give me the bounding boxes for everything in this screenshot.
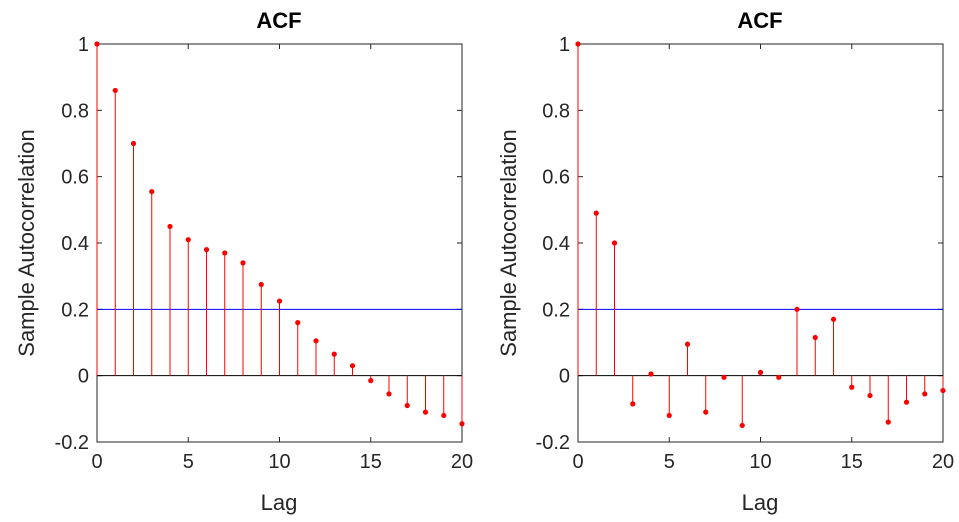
y-tick-label: -0.2 [55,432,89,454]
x-tick-label: 0 [91,451,102,473]
acf-marker [94,41,100,47]
acf-marker [313,338,319,344]
acf-marker [240,260,246,266]
acf-marker [940,387,946,394]
acf-marker [349,363,356,369]
x-tick-label: 5 [664,451,675,473]
acf-marker [593,210,599,216]
acf-marker [922,391,928,397]
acf-marker [739,422,745,429]
acf-panel-left: ACF Lag Sample Autocorrelation 0 5 10 15 201… [14,8,473,515]
acf-marker [422,409,429,415]
y-tick-label: 0.6 [61,167,89,189]
acf-marker [368,378,374,384]
y-tick-label: 1 [559,34,570,56]
x-tick-label: 5 [183,451,194,473]
acf-marker [648,371,654,377]
acf-marker [611,240,618,246]
acf-marker [203,247,210,253]
acf-marker [295,320,301,326]
acf-marker [830,316,837,322]
chart-title: ACF [256,8,301,33]
acf-marker [885,419,891,425]
x-axis-label: Lag [742,490,779,515]
y-tick-label: 0.2 [542,299,570,321]
x-tick-label: 15 [360,451,382,473]
y-tick-label: -0.2 [536,432,570,454]
acf-marker [794,306,800,312]
acf-marker [630,401,636,407]
acf-marker [812,334,818,341]
acf-marker [404,402,410,409]
acf-marker [331,351,337,357]
acf-marker [258,281,264,288]
acf-marker [167,223,173,230]
y-tick-label: 0.2 [61,299,89,321]
y-axis-label: Sample Autocorrelation [14,129,39,356]
acf-marker [903,399,910,405]
acf-marker [867,392,873,399]
x-tick-label: 15 [841,451,863,473]
y-tick-label: 0 [559,366,570,388]
acf-marker [721,374,727,380]
acf-marker [441,412,447,419]
acf-marker [849,384,855,390]
x-axis-label: Lag [261,490,298,515]
x-tick-label: 0 [572,451,583,473]
x-tick-label: 10 [749,451,771,473]
acf-marker [684,341,691,347]
y-tick-label: 1 [78,34,89,56]
acf-marker [386,391,392,397]
y-tick-label: 0.6 [542,167,570,189]
chart-title: ACF [737,8,782,33]
y-axis-label: Sample Autocorrelation [496,129,521,356]
y-tick-label: 0.4 [542,233,570,255]
acf-marker [703,409,709,415]
acf-marker [185,237,191,243]
acf-marker [276,298,283,304]
acf-marker [459,421,465,427]
acf-marker [575,41,581,47]
acf-marker [130,140,137,147]
acf-marker [776,374,782,380]
acf-marker [112,87,118,94]
acf-marker [222,250,228,256]
y-tick-label: 0 [78,366,89,388]
x-tick-label: 20 [451,451,473,473]
acf-marker [666,412,672,419]
y-tick-label: 0.8 [61,100,89,122]
x-tick-label: 20 [932,451,954,473]
acf-marker [149,188,155,195]
x-tick-label: 10 [268,451,290,473]
y-tick-label: 0.8 [542,100,570,122]
y-tick-label: 0.4 [61,233,89,255]
acf-marker [757,369,764,375]
acf-panel-right: ACF Lag Sample Autocorrelation 0 5 10 15 201… [496,8,954,515]
